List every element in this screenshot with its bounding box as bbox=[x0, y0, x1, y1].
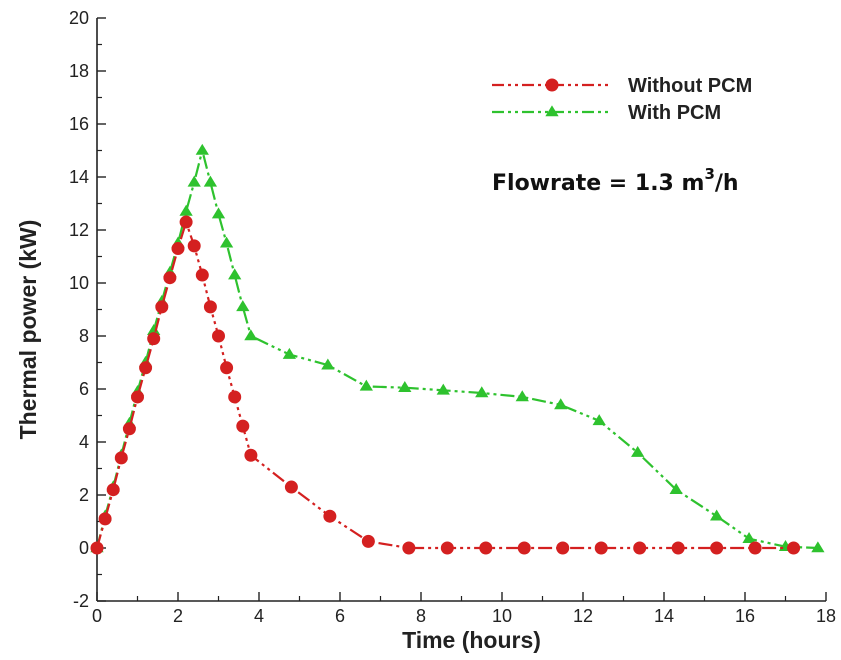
x-tick-label: 12 bbox=[573, 606, 593, 626]
y-tick-label: 12 bbox=[69, 220, 89, 240]
data-point bbox=[147, 332, 161, 346]
legend: Without PCM With PCM bbox=[492, 75, 752, 124]
data-point bbox=[187, 239, 201, 253]
x-tick-label: 14 bbox=[654, 606, 674, 626]
y-tick-label: 2 bbox=[79, 485, 89, 505]
y-tick-label: 4 bbox=[79, 432, 89, 452]
y-tick-label: 10 bbox=[69, 273, 89, 293]
data-point bbox=[163, 271, 177, 285]
data-point bbox=[359, 379, 373, 391]
legend-item-without-pcm: Without PCM bbox=[492, 75, 752, 97]
data-point bbox=[187, 175, 201, 187]
data-point bbox=[436, 383, 450, 395]
data-point bbox=[545, 105, 559, 117]
data-point bbox=[122, 422, 136, 436]
data-point bbox=[479, 541, 493, 555]
data-point bbox=[710, 509, 724, 521]
data-point bbox=[631, 445, 645, 457]
data-point bbox=[787, 541, 801, 555]
series-without-pcm bbox=[90, 215, 801, 555]
x-tick-label: 8 bbox=[416, 606, 426, 626]
data-point bbox=[748, 541, 762, 555]
data-point bbox=[398, 381, 412, 392]
data-point bbox=[284, 480, 298, 494]
data-point bbox=[139, 361, 153, 375]
data-point bbox=[402, 541, 416, 555]
data-point bbox=[710, 541, 724, 555]
data-point bbox=[171, 242, 185, 256]
data-point bbox=[228, 268, 242, 280]
y-tick-label: 8 bbox=[79, 326, 89, 346]
data-point bbox=[212, 329, 225, 343]
data-point bbox=[131, 390, 144, 404]
data-point bbox=[195, 268, 209, 282]
data-point bbox=[554, 398, 568, 410]
y-tick-label: 18 bbox=[69, 61, 89, 81]
data-point bbox=[671, 541, 685, 555]
x-tick-label: 6 bbox=[335, 606, 345, 626]
data-point bbox=[155, 300, 169, 314]
data-point bbox=[220, 361, 234, 375]
data-point bbox=[515, 390, 529, 402]
data-point bbox=[114, 451, 128, 465]
data-point bbox=[228, 390, 242, 404]
data-point bbox=[195, 143, 209, 155]
legend-label: With PCM bbox=[628, 102, 721, 124]
data-point bbox=[592, 414, 606, 426]
y-tick-label: 20 bbox=[69, 8, 89, 28]
data-point bbox=[594, 541, 608, 555]
x-tick-label: 10 bbox=[492, 606, 512, 626]
x-tick-label: 4 bbox=[254, 606, 264, 626]
data-point bbox=[244, 329, 258, 341]
data-point bbox=[556, 541, 570, 555]
data-point bbox=[179, 215, 193, 229]
legend-item-with-pcm: With PCM bbox=[492, 102, 721, 124]
data-point bbox=[98, 512, 112, 526]
x-tick-label: 16 bbox=[735, 606, 755, 626]
data-point bbox=[211, 207, 226, 219]
y-tick-label: 6 bbox=[79, 379, 89, 399]
y-tick-label: 0 bbox=[79, 538, 89, 558]
series-line-with-pcm bbox=[95, 150, 818, 550]
y-tick-label: 16 bbox=[69, 114, 89, 134]
data-point bbox=[282, 347, 297, 359]
data-point bbox=[545, 78, 559, 92]
data-point bbox=[742, 532, 756, 544]
y-tick-label: -2 bbox=[73, 591, 89, 611]
data-point bbox=[179, 204, 193, 216]
data-point bbox=[203, 300, 217, 314]
data-point bbox=[236, 300, 250, 312]
data-point bbox=[323, 509, 337, 523]
flowrate-annotation-superscript: 3 bbox=[704, 165, 714, 183]
data-point bbox=[90, 541, 104, 555]
series-with-pcm bbox=[90, 143, 825, 553]
legend-label: Without PCM bbox=[628, 75, 752, 97]
data-point bbox=[811, 541, 825, 553]
data-point bbox=[440, 541, 454, 555]
data-point bbox=[517, 541, 531, 555]
y-tick-label: 14 bbox=[69, 167, 89, 187]
data-point bbox=[633, 541, 647, 555]
flowrate-annotation-prefix: Flowrate = 1.3 m bbox=[492, 171, 704, 196]
data-point bbox=[475, 386, 489, 398]
x-tick-label: 18 bbox=[816, 606, 836, 626]
data-point bbox=[203, 175, 218, 187]
data-point bbox=[669, 483, 683, 494]
data-point bbox=[106, 483, 120, 497]
flowrate-annotation: Flowrate = 1.3 m3/h bbox=[492, 165, 739, 196]
x-tick-label: 2 bbox=[173, 606, 183, 626]
series-line-without-pcm bbox=[95, 218, 794, 550]
series-layer bbox=[90, 143, 825, 555]
data-point bbox=[236, 419, 250, 433]
flowrate-annotation-suffix: /h bbox=[715, 171, 739, 196]
data-point bbox=[361, 534, 375, 548]
data-point bbox=[321, 358, 335, 370]
x-axis-title: Time (hours) bbox=[402, 627, 541, 653]
x-tick-label: 0 bbox=[92, 606, 102, 626]
data-point bbox=[219, 236, 234, 248]
data-point bbox=[244, 448, 258, 462]
y-axis-title: Thermal power (kW) bbox=[15, 220, 41, 440]
